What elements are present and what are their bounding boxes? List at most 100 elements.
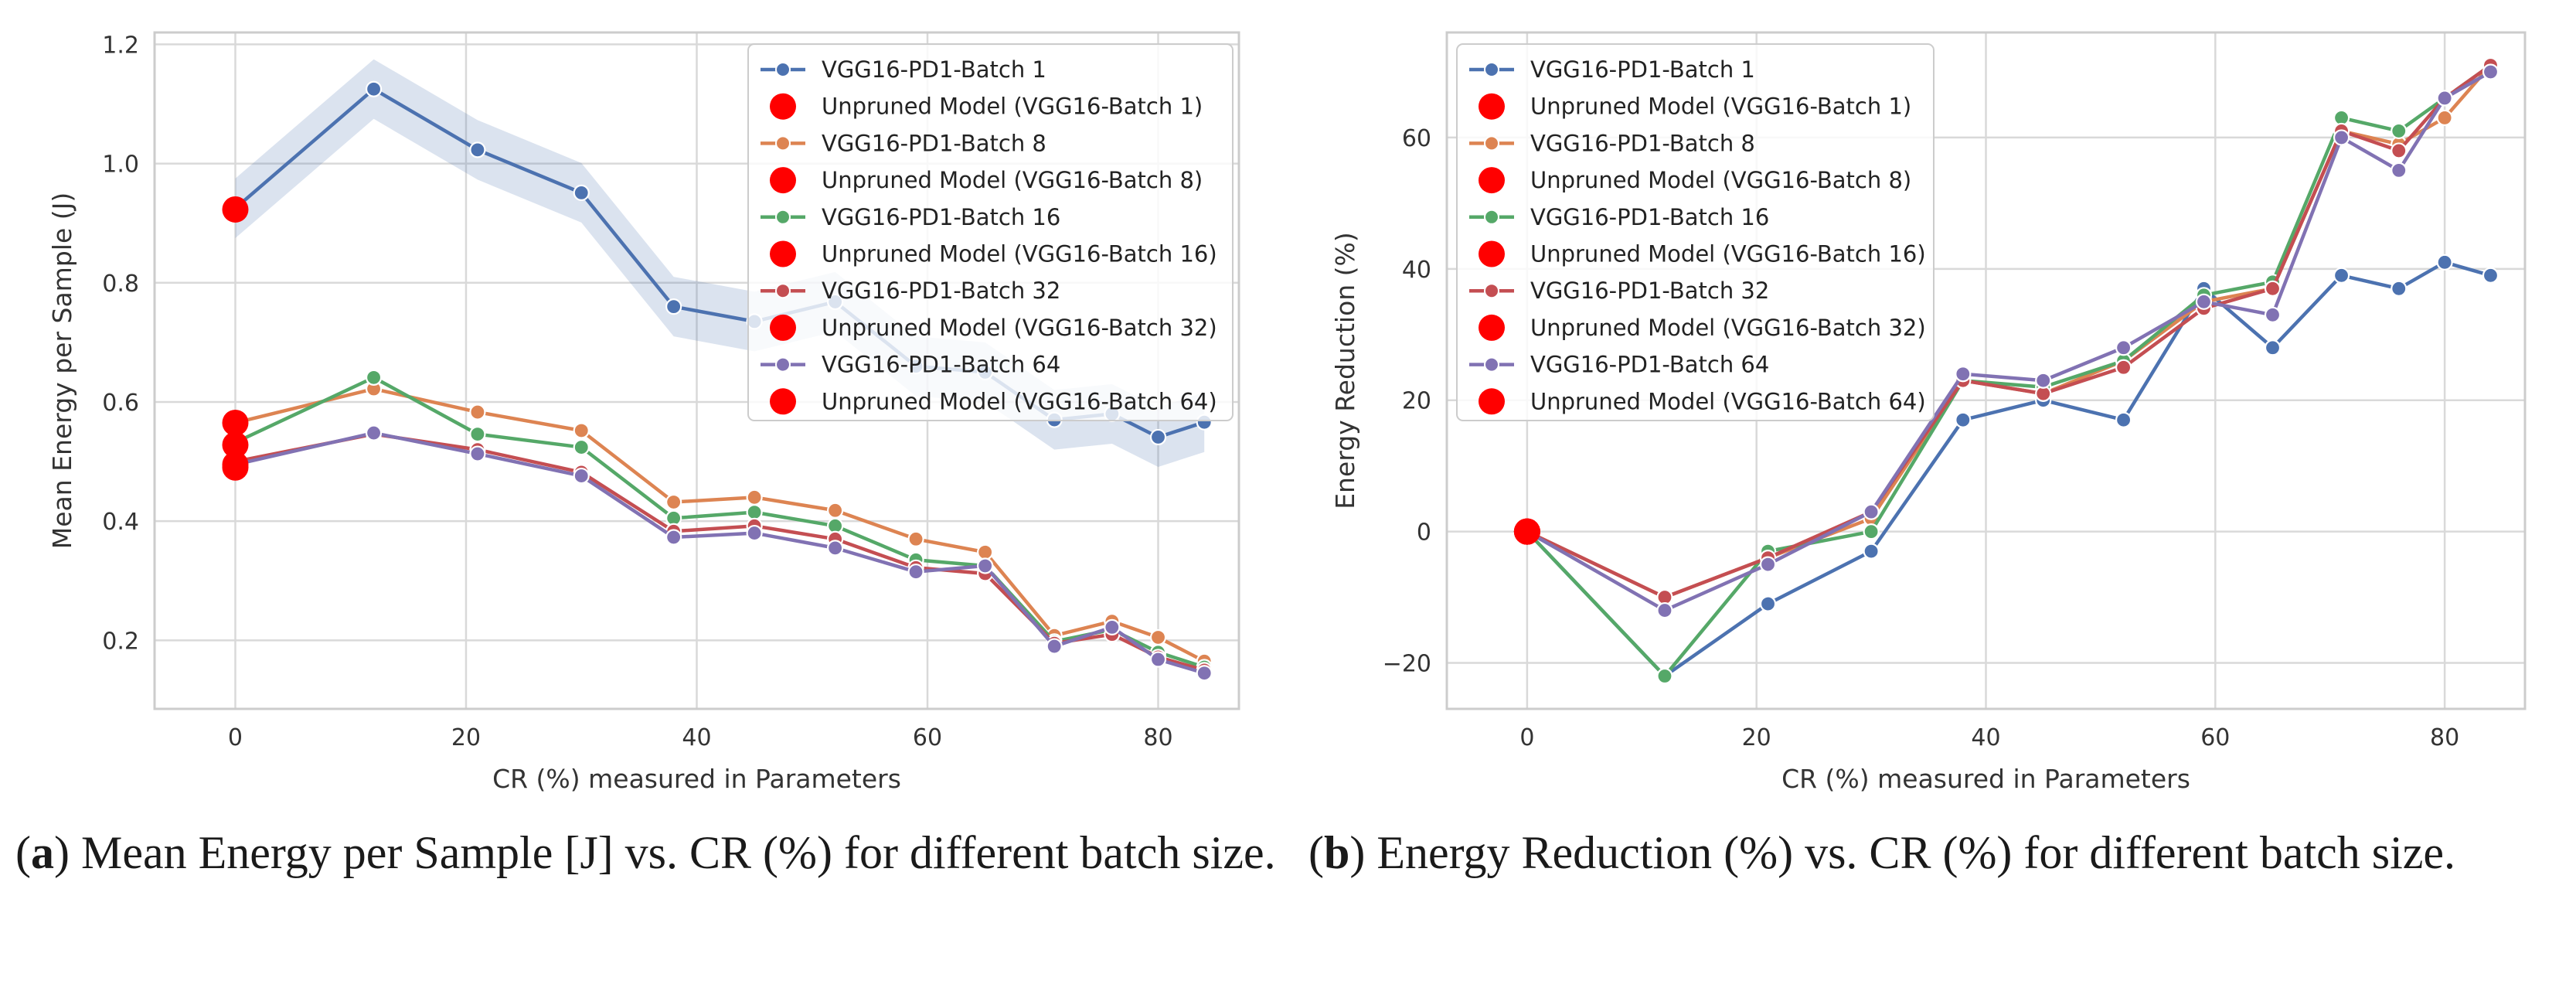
chartb-legend-label-6: VGG16-PD1-Batch 32 — [1530, 278, 1769, 304]
charta-unpruned-point-4 — [222, 454, 249, 481]
caption-a: (a) Mean Energy per Sample [J] vs. CR (%… — [15, 827, 1276, 878]
chartb-frame — [1445, 31, 2527, 710]
charta-frame — [153, 31, 1240, 710]
chartb-legend-label-9: Unpruned Model (VGG16-Batch 64) — [1530, 388, 1926, 414]
chartb-legend-dot-swatch-5 — [1479, 240, 1505, 267]
chartb-series-4-point-7 — [2195, 293, 2213, 310]
chartb-series-0-point-4 — [1955, 411, 1972, 428]
chartb-legend-label-1: Unpruned Model (VGG16-Batch 1) — [1530, 94, 1911, 120]
chartb-series-4-point-4 — [1955, 366, 1972, 383]
chartb-series-4-point-8 — [2264, 306, 2282, 323]
charta-series-1-point-4 — [665, 493, 682, 511]
charta-series-4-point-11 — [1149, 651, 1167, 668]
chartb-ytick-0: −20 — [1383, 651, 1431, 678]
chartb-legend-dot-swatch-9 — [1479, 388, 1505, 415]
charta-unpruned-point-1 — [222, 409, 249, 436]
chartb-series-0-point-11 — [2436, 254, 2453, 271]
chartb-ytick-4: 60 — [1402, 125, 1431, 152]
chartb-legend-label-8: VGG16-PD1-Batch 64 — [1530, 352, 1769, 378]
charta-series-0-point-11 — [1149, 428, 1167, 446]
charta-series-2-point-3 — [573, 438, 590, 456]
chartb-series-3-point-8 — [2264, 280, 2282, 297]
charta-legend-line-marker-0 — [775, 62, 791, 77]
charta-series-2-point-5 — [746, 503, 763, 521]
charta-series-4-point-7 — [907, 564, 924, 581]
chartb-legend-line-marker-4 — [1484, 209, 1499, 225]
charta-legend-label-3: Unpruned Model (VGG16-Batch 8) — [822, 167, 1203, 193]
chartb-series-0-point-10 — [2391, 280, 2408, 297]
chartb-series-3-point-10 — [2391, 142, 2408, 159]
caption-b-text: Energy Reduction (%) vs. CR (%) for diff… — [1376, 827, 2456, 878]
chartb-series-2-point-3 — [1863, 523, 1880, 540]
charta-ytick-5: 1.2 — [102, 32, 139, 59]
charta-xlabel: CR (%) measured in Parameters — [492, 764, 901, 794]
chartb-series-0-point-9 — [2333, 267, 2350, 284]
charta-xtick-2: 40 — [682, 724, 711, 751]
charta-ytick-3: 0.8 — [102, 271, 139, 298]
charta-legend-line-marker-6 — [775, 283, 791, 299]
caption-a-letter: a — [30, 827, 54, 878]
chartb-ytick-1: 0 — [1417, 519, 1431, 547]
charta-ytick-1: 0.4 — [102, 509, 139, 536]
charta-series-4-point-6 — [827, 540, 844, 557]
charta-legend-label-7: Unpruned Model (VGG16-Batch 32) — [822, 315, 1217, 341]
charta-legend-line-marker-4 — [775, 209, 791, 225]
charta-series-4-point-3 — [573, 467, 590, 485]
chartb-xtick-2: 40 — [1971, 724, 2000, 751]
charta-legend-label-9: Unpruned Model (VGG16-Batch 64) — [822, 388, 1217, 414]
charta-xtick-4: 80 — [1143, 724, 1172, 751]
charta-legend-label-2: VGG16-PD1-Batch 8 — [822, 130, 1046, 156]
charta-series-0-point-3 — [573, 184, 590, 201]
charta-ytick-0: 0.2 — [102, 628, 139, 655]
chartb-legend-label-5: Unpruned Model (VGG16-Batch 16) — [1530, 241, 1926, 267]
chartb-series-0-point-8 — [2264, 339, 2282, 356]
chartb-ylabel: Energy Reduction (%) — [1330, 232, 1360, 509]
chartb-series-0-point-2 — [1759, 595, 1777, 612]
chartb-series-4-point-11 — [2436, 90, 2453, 107]
charta-series-0-point-2 — [469, 141, 486, 158]
chartb-legend-line-marker-6 — [1484, 283, 1499, 299]
charta-series-1-point-5 — [746, 489, 763, 506]
chartb-xtick-4: 80 — [2430, 724, 2459, 751]
charta-series-4-point-5 — [746, 524, 763, 542]
charta-legend-label-5: Unpruned Model (VGG16-Batch 16) — [822, 241, 1217, 267]
caption-b-letter: b — [1323, 827, 1350, 878]
charta-legend-box — [747, 43, 1234, 421]
charta-legend-line-marker-8 — [775, 356, 791, 373]
chartb-ytick-2: 20 — [1402, 388, 1431, 415]
chartb-series-4-point-5 — [2035, 372, 2052, 389]
charta-legend-label-4: VGG16-PD1-Batch 16 — [822, 204, 1060, 230]
charta-series-2-point-2 — [469, 426, 486, 443]
chartb-ytick-3: 40 — [1402, 257, 1431, 284]
chartb-series-0-point-12 — [2482, 267, 2499, 284]
charta-legend-dot-swatch-3 — [770, 167, 796, 194]
chartb-legend-label-7: Unpruned Model (VGG16-Batch 32) — [1530, 315, 1926, 341]
chartb-xtick-3: 60 — [2200, 724, 2230, 751]
charta-legend-label-6: VGG16-PD1-Batch 32 — [822, 278, 1060, 304]
chartb-series-4-point-1 — [1656, 601, 1673, 619]
charta-series-1-point-7 — [907, 530, 924, 547]
charta-series-0-point-4 — [665, 298, 682, 315]
chartb-legend-label-3: Unpruned Model (VGG16-Batch 8) — [1530, 167, 1911, 193]
chartb-legend-box — [1456, 43, 1935, 421]
charta-ylabel: Mean Energy per Sample (J) — [47, 192, 77, 549]
charta-series-4-point-10 — [1104, 618, 1121, 635]
chartb-series-4-point-9 — [2333, 129, 2350, 146]
chartb-series-4-point-6 — [2115, 339, 2132, 356]
charta-series-4-point-4 — [665, 529, 682, 546]
charta-series-1-point-6 — [827, 502, 844, 519]
charta-series-1-point-2 — [469, 404, 486, 421]
charta-series-1-point-3 — [573, 422, 590, 439]
charta-series-4-point-9 — [1046, 638, 1063, 655]
chartb-series-4-point-2 — [1759, 556, 1777, 573]
charta-legend: VGG16-PD1-Batch 1 Unpruned Model (VGG16-B… — [747, 43, 1234, 421]
charta-series-1-point-11 — [1149, 628, 1167, 646]
chartb-unpruned-point-4 — [1513, 518, 1540, 545]
charta-ytick-2: 0.6 — [102, 390, 139, 417]
chartb-series-1-point-11 — [2436, 109, 2453, 127]
chartb-legend-label-4: VGG16-PD1-Batch 16 — [1530, 204, 1769, 230]
chartb-xlabel: CR (%) measured in Parameters — [1781, 764, 2190, 794]
chartb-legend: VGG16-PD1-Batch 1 Unpruned Model (VGG16-B… — [1456, 43, 1935, 421]
charta-series-4-point-12 — [1196, 665, 1213, 682]
